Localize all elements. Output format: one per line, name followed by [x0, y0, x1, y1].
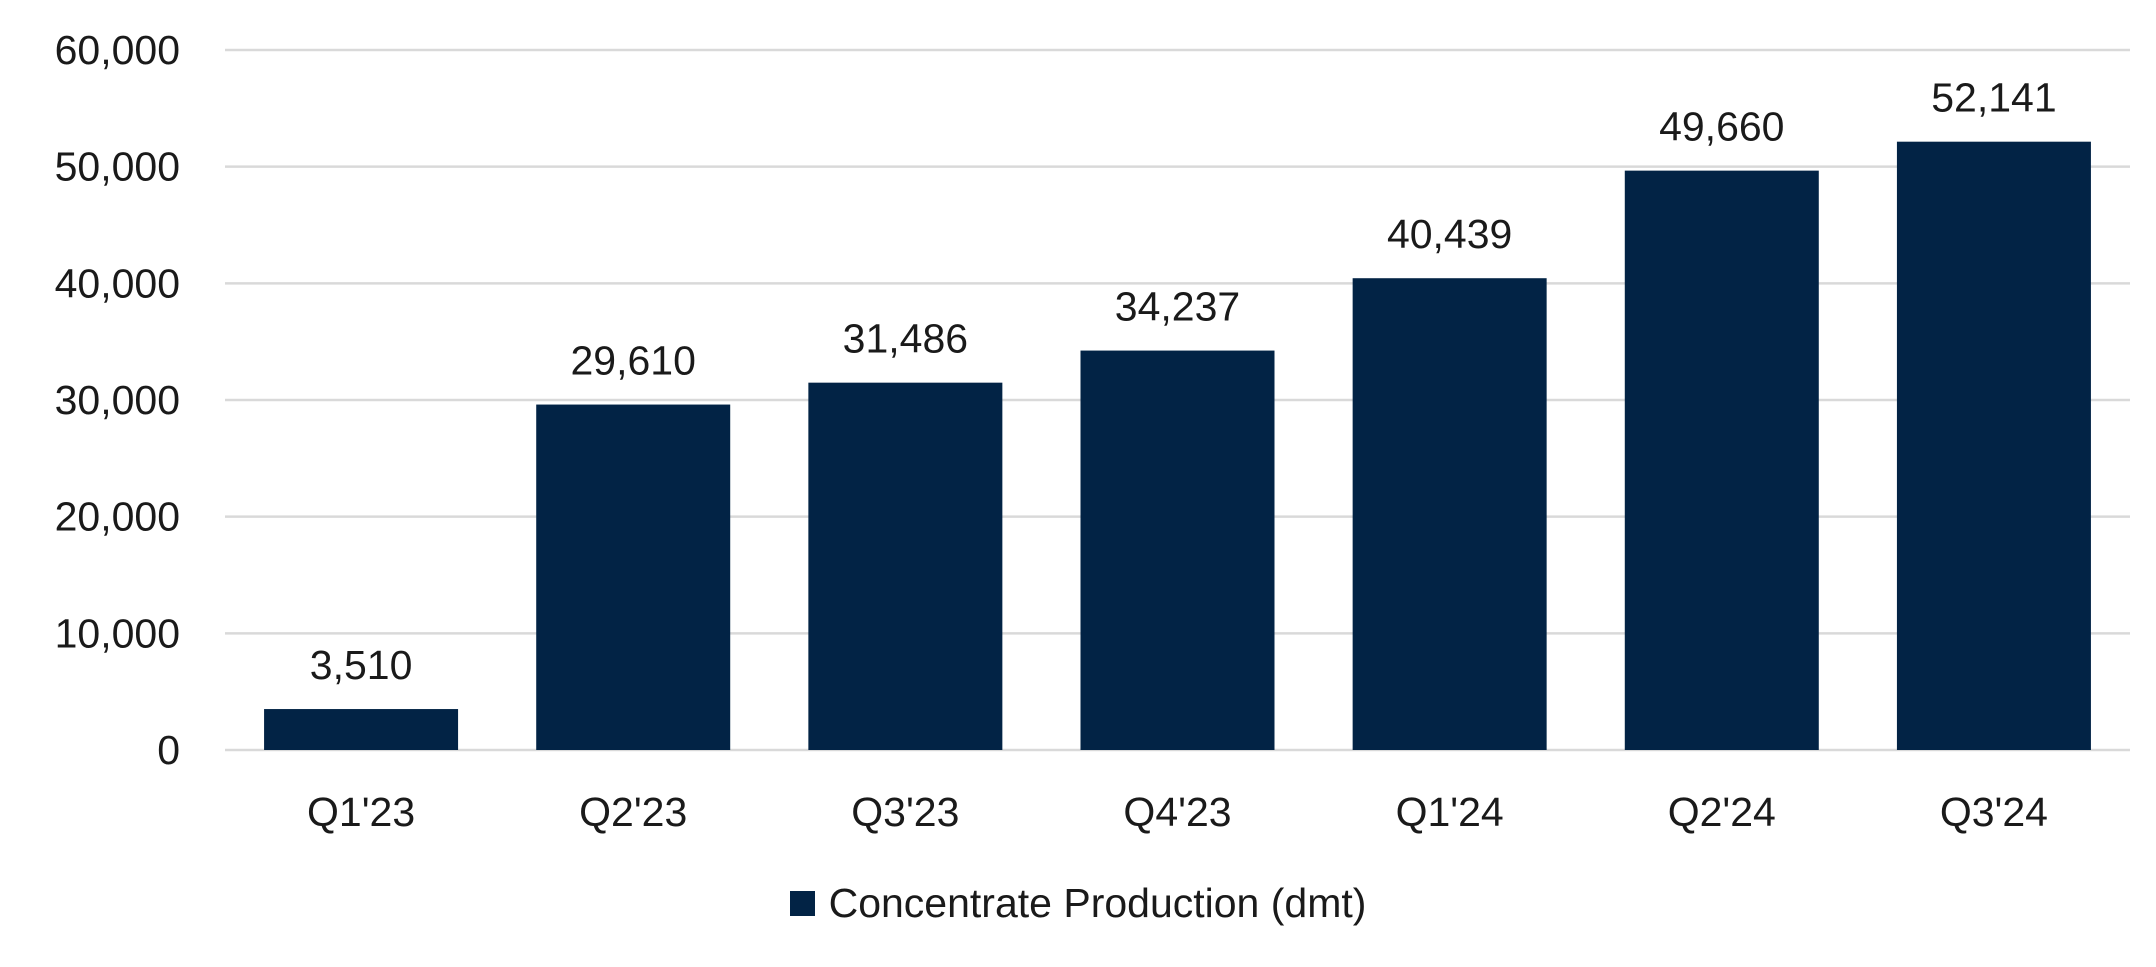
data-label: 40,439 [1387, 211, 1512, 257]
legend-label: Concentrate Production (dmt) [828, 880, 1367, 926]
data-label: 31,486 [843, 316, 968, 362]
legend: Concentrate Production (dmt) [0, 880, 2156, 927]
x-tick-label: Q2'23 [579, 789, 687, 835]
x-tick-label: Q3'24 [1940, 789, 2048, 835]
bar [536, 404, 731, 750]
y-tick-label: 40,000 [55, 260, 180, 306]
x-tick-label: Q2'24 [1668, 789, 1776, 835]
bar [1080, 350, 1275, 750]
x-tick-label: Q1'24 [1396, 789, 1504, 835]
x-tick-label: Q4'23 [1123, 789, 1231, 835]
data-label: 49,660 [1659, 104, 1784, 150]
bars [264, 141, 2091, 751]
y-tick-label: 50,000 [55, 144, 180, 190]
bar [808, 382, 1003, 750]
y-tick-label: 0 [157, 727, 180, 773]
bar [1624, 170, 1819, 751]
bar [1896, 141, 2091, 750]
x-tick-label: Q1'23 [307, 789, 415, 835]
y-tick-label: 10,000 [55, 610, 180, 656]
data-labels: 3,510 29,610 31,486 34,237 40,439 49,660 52,14… [310, 75, 2057, 688]
x-tick-label: Q3'23 [851, 789, 959, 835]
data-label: 29,610 [571, 338, 696, 384]
y-tick-label: 20,000 [55, 494, 180, 540]
data-label: 52,141 [1931, 75, 2056, 121]
data-label: 34,237 [1115, 284, 1240, 330]
y-tick-label: 60,000 [55, 27, 180, 73]
x-axis-ticks: Q1'23 Q2'23 Q3'23 Q4'23 Q1'24 Q2'24 Q3'24 [307, 789, 2048, 835]
bar [264, 709, 459, 750]
y-tick-label: 30,000 [55, 377, 180, 423]
bar [1352, 278, 1547, 750]
legend-swatch [789, 891, 815, 916]
y-axis-ticks: 0 10,000 20,000 30,000 40,000 50,000 60,000 [55, 27, 180, 773]
data-label: 3,510 [310, 642, 413, 688]
